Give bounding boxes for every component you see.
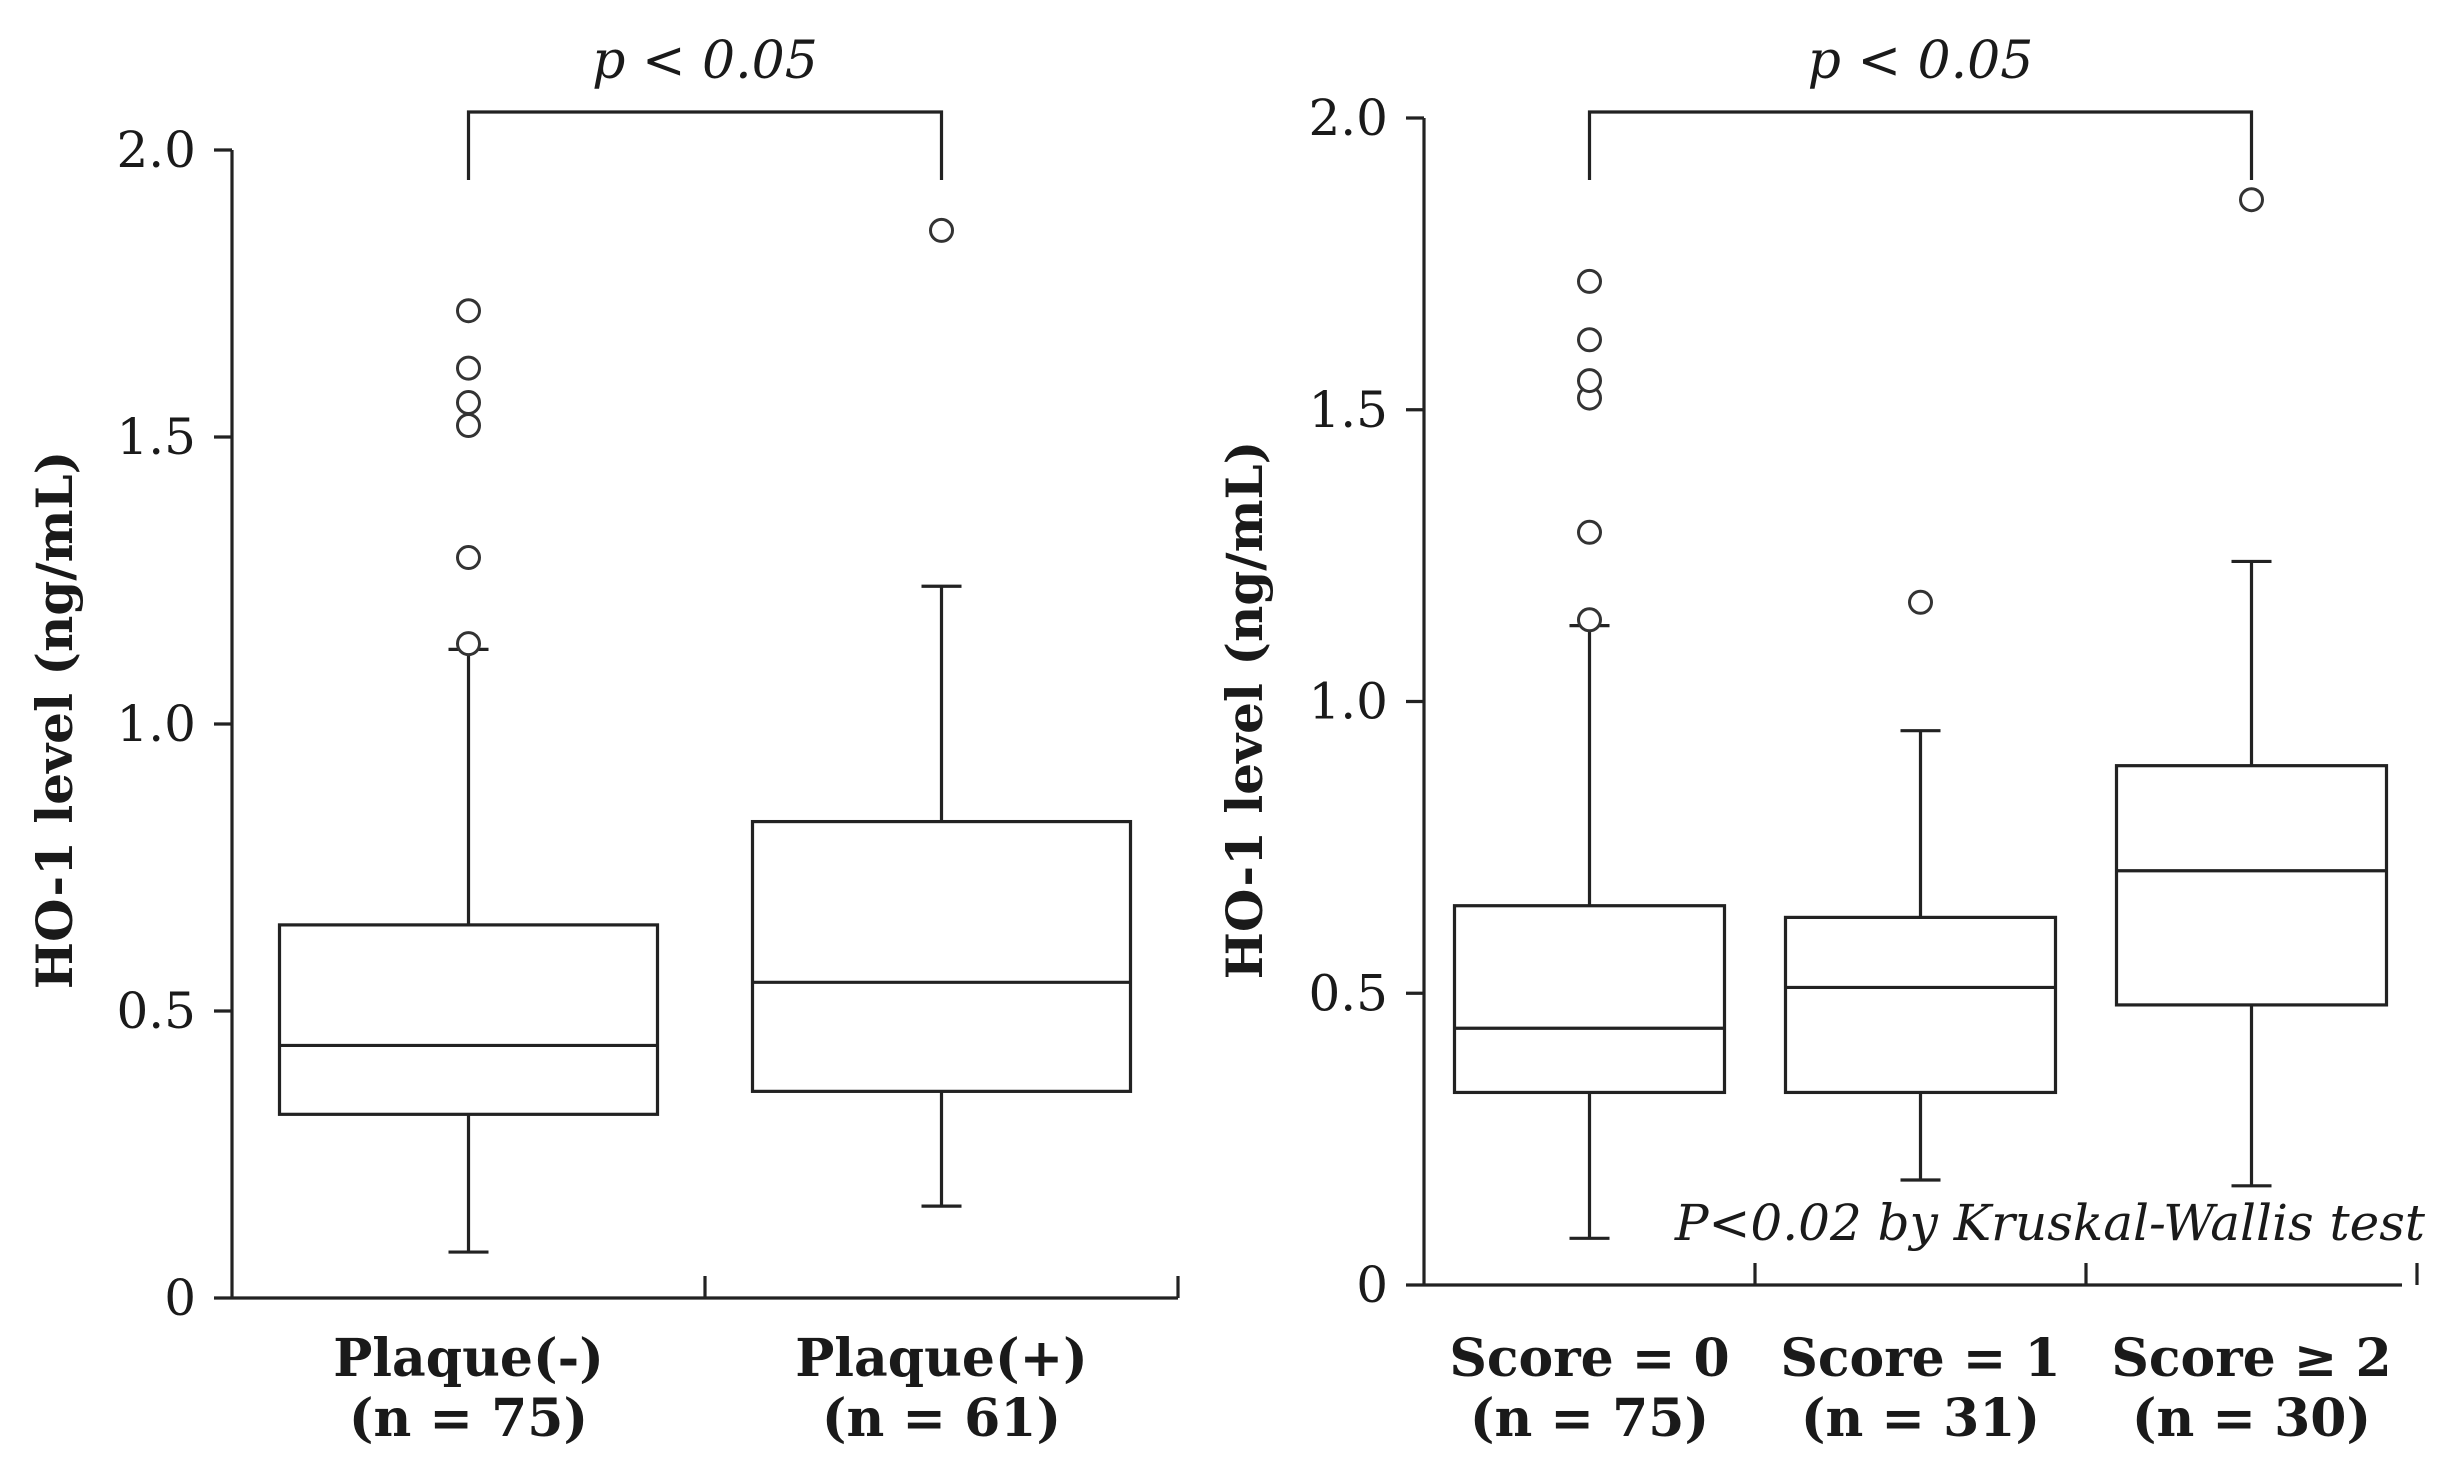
- category-label: Score = 0: [1449, 1328, 1729, 1389]
- category-n-label: (n = 61): [822, 1388, 1061, 1449]
- y-tick-label: 2.0: [1308, 89, 1388, 147]
- y-tick-label: 1.0: [1308, 673, 1388, 731]
- outlier-point: [1577, 268, 1602, 294]
- y-axis-title: HO-1 level (ng/mL): [25, 451, 84, 990]
- outlier-point: [1577, 607, 1602, 633]
- category-n-label: (n = 75): [349, 1388, 588, 1449]
- category-label: Score = 1: [1780, 1328, 2060, 1389]
- box-2: [1783, 589, 2058, 1182]
- category-label: Score ≥ 2: [2111, 1328, 2391, 1389]
- outlier-point: [2239, 187, 2264, 213]
- y-tick-label: 1.0: [116, 695, 196, 753]
- iqr-box: [277, 923, 660, 1116]
- category-n-label: (n = 31): [1801, 1388, 2040, 1449]
- chart-panel-2: 0 0.5 1.0 1.5 2.0 HO-1 level (ng/mL) Score = 0…: [1215, 31, 2426, 1449]
- test-note: P<0.02 by Kruskal-Wallis test: [1674, 1194, 2426, 1252]
- iqr-box: [2114, 764, 2389, 1007]
- iqr-box: [1783, 915, 2058, 1095]
- outlier-point: [456, 631, 481, 657]
- category-n-label: (n = 75): [1470, 1388, 1709, 1449]
- box-1: [277, 298, 660, 1254]
- category-n-label: (n = 30): [2132, 1388, 2371, 1449]
- significance-label: p < 0.05: [1808, 31, 2034, 91]
- y-tick-label: 1.5: [1308, 381, 1388, 439]
- outlier-point: [1577, 327, 1602, 353]
- y-tick-label: 0.5: [116, 982, 196, 1040]
- outlier-point: [929, 217, 954, 243]
- y-axis-title: HO-1 level (ng/mL): [1215, 441, 1274, 980]
- outlier-point: [456, 545, 481, 571]
- significance-label: p < 0.05: [592, 31, 818, 91]
- y-tick-label: 0: [164, 1269, 196, 1327]
- category-label: Plaque(-): [333, 1328, 604, 1389]
- category-label: Plaque(+): [795, 1328, 1088, 1389]
- outlier-point: [456, 298, 481, 324]
- y-tick-label: 2.0: [116, 121, 196, 179]
- y-tick-label: 0.5: [1308, 964, 1388, 1022]
- significance-bracket: [466, 110, 944, 180]
- outlier-point: [456, 355, 481, 381]
- chart-panel-1: 0 0.5 1.0 1.5 2.0 HO-1 level (ng/mL) Plaque(-)…: [25, 31, 1180, 1449]
- iqr-box: [1452, 904, 1727, 1095]
- outlier-point: [1577, 519, 1602, 545]
- outlier-point: [1908, 589, 1933, 615]
- iqr-box: [750, 819, 1133, 1093]
- box-3: [2114, 187, 2389, 1188]
- outlier-point: [456, 390, 481, 416]
- outlier-point: [1577, 368, 1602, 394]
- box-1: [1452, 268, 1727, 1240]
- y-tick-label: 0: [1356, 1256, 1388, 1314]
- outlier-point: [456, 413, 481, 439]
- y-tick-label: 1.5: [116, 408, 196, 466]
- significance-bracket: [1587, 110, 2254, 180]
- box-2: [750, 217, 1133, 1208]
